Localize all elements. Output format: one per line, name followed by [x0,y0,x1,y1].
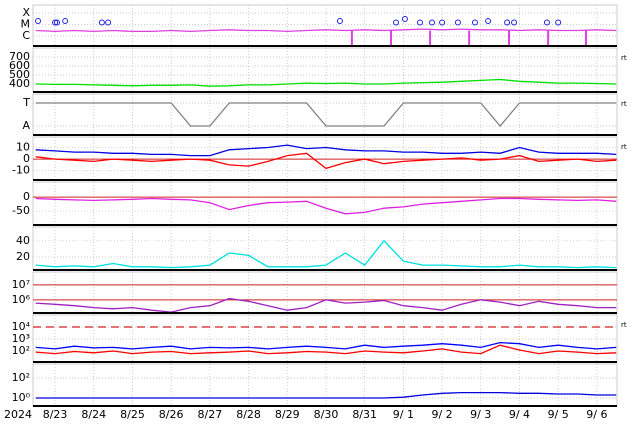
flare-marker [439,19,446,26]
x-tick-label: 8/26 [159,408,184,421]
x-tick-label: 9/ 3 [470,408,491,421]
x-tick-label: 9/ 5 [548,408,569,421]
y-tick-label: 10⁴ [12,320,31,333]
y-tick-label: 10³ [12,332,30,345]
y-tick-label: 10⁰ [12,391,31,404]
series-line [35,197,617,215]
right-label: rt [621,321,627,329]
flare-marker [504,19,511,26]
x-tick-label: 9/ 1 [393,408,414,421]
y-tick-label: -10 [12,164,30,177]
right-label: rt [621,54,627,62]
flare-marker [393,19,400,26]
y-tick-label: 20 [16,250,30,263]
x-tick-label: 8/27 [198,408,223,421]
panel-frame [32,363,618,407]
flare-marker [555,19,562,26]
flare-marker [485,18,492,25]
y-tick-label: 40 [16,234,30,247]
x-tick-label: 8/29 [275,408,300,421]
panel-frame [32,93,618,136]
series-line [35,341,617,350]
y-tick-label: X [22,6,30,19]
y-tick-label: A [22,119,30,132]
x-tick-label: 8/25 [120,408,145,421]
flare-marker [62,18,69,25]
series-line [35,152,617,170]
flare-marker [454,19,461,26]
x-tick-label: 8/23 [43,408,68,421]
flare-marker [417,19,424,26]
y-tick-label: 0 [23,190,30,203]
series-line [35,344,617,355]
y-tick-label: T [22,96,30,109]
flare-marker [336,18,343,25]
x-tick-label: 8/24 [81,408,106,421]
year-label: 2024 [4,408,32,421]
y-tick-label: 10⁶ [12,293,31,306]
y-tick-label: 10⁷ [12,278,30,291]
panel-frame [32,4,618,47]
x-tick-label: 9/ 6 [586,408,607,421]
y-tick-label: 10 [16,140,30,153]
series-line [35,239,617,269]
flare-marker [98,19,105,26]
panel-frame [32,226,618,271]
flare-marker [105,19,112,26]
x-tick-label: 8/28 [236,408,261,421]
y-tick-label: C [22,29,30,42]
panel-frame [32,271,618,314]
y-tick-label: 600 [9,59,30,72]
panel-frame [32,181,618,226]
series-line [35,144,617,157]
flare-marker [543,19,550,26]
series-line [35,78,617,87]
y-tick-label: 0 [23,152,30,165]
series-line [35,391,617,399]
series-line [35,297,617,313]
panel-frame [32,314,618,363]
x-tick-label: 8/31 [352,408,377,421]
flare-marker [401,16,408,23]
right-label: rt [621,143,627,151]
flare-marker [511,19,518,26]
series-line [35,102,617,128]
flare-marker [53,19,60,26]
flare-marker [429,19,436,26]
x-tick-label: 9/ 4 [509,408,530,421]
flare-marker [52,19,59,26]
flare-marker [35,18,42,25]
y-tick-label: 400 [9,77,30,90]
y-tick-label: 500 [9,68,30,81]
x-tick-label: 9/ 2 [431,408,452,421]
y-tick-label: -50 [12,204,30,217]
right-label: rt [621,100,627,108]
series-line [35,28,617,33]
x-tick-label: 8/30 [314,408,339,421]
y-tick-label: 700 [9,50,30,63]
flare-marker [471,19,478,26]
y-tick-label: M [21,18,31,31]
y-tick-label: 10² [12,371,30,384]
y-tick-label: 10² [12,344,30,357]
